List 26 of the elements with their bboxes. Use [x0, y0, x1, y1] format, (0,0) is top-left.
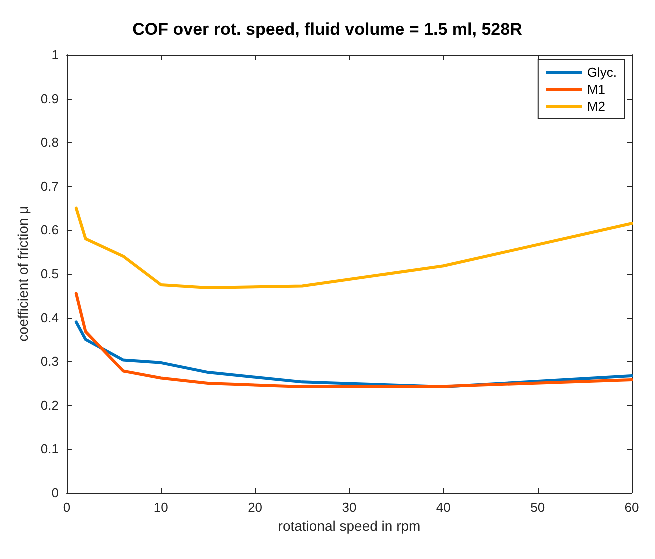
x-tick-label: 0	[63, 500, 71, 515]
y-tick-label: 0.1	[40, 442, 59, 457]
legend-label: Glyc.	[587, 65, 618, 80]
y-tick-label: 0.7	[40, 178, 59, 194]
x-tick-label: 30	[342, 500, 357, 515]
line-series	[74, 292, 634, 389]
x-tick-label: 60	[624, 500, 640, 515]
legend-label: M1	[587, 82, 606, 97]
y-tick-label: 0.2	[40, 398, 59, 413]
x-tick-label: 20	[248, 500, 263, 515]
x-axis-title: rotational speed in rpm	[278, 518, 421, 534]
y-tick-label: 0	[52, 486, 59, 500]
y-tick-label: 0.8	[40, 135, 59, 150]
y-tick-label: 0.4	[40, 310, 59, 326]
y-tick-label: 0.5	[40, 266, 59, 282]
y-tick-label: 0.6	[40, 222, 59, 238]
legend-label: M2	[587, 99, 606, 114]
x-tick-label: 50	[530, 500, 546, 515]
line-series	[74, 206, 634, 290]
y-tick-label: 1	[52, 48, 59, 62]
y-tick-label: 0.3	[40, 354, 59, 370]
chart-title: COF over rot. speed, fluid volume = 1.5 ml, 528R	[132, 20, 522, 39]
x-tick-label: 40	[436, 500, 451, 515]
y-tick-label: 0.9	[40, 91, 59, 106]
y-axis-title: coefficient of friction μ	[15, 206, 31, 342]
x-tick-label: 10	[154, 500, 168, 515]
